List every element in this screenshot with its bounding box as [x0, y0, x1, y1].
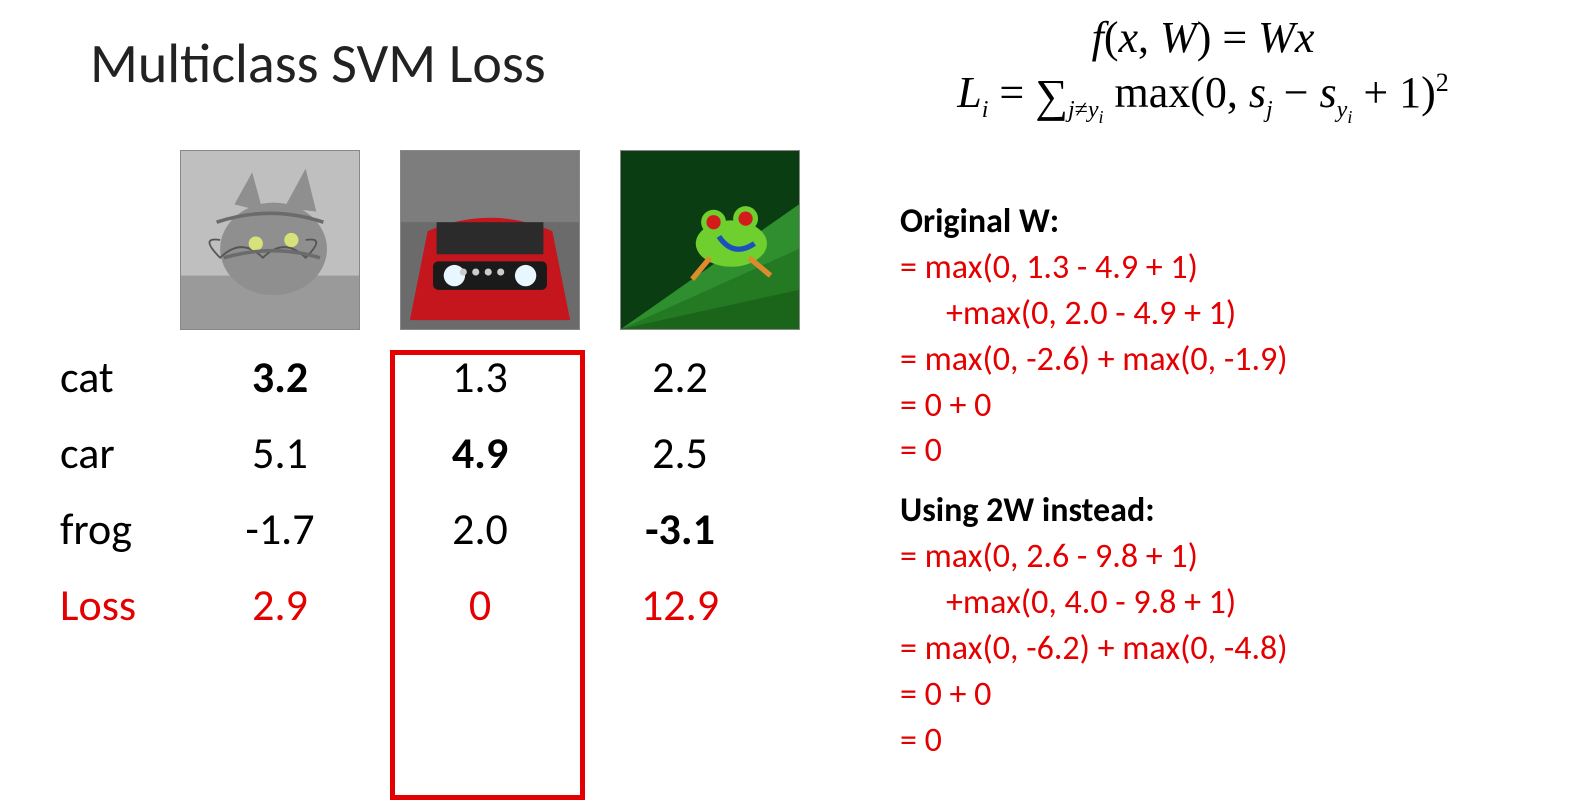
score-cell: -3.1	[580, 502, 780, 556]
car-image	[400, 150, 580, 330]
image-row	[180, 150, 860, 330]
calculation-block: Original W: = max(0, 1.3 - 4.9 + 1) +max…	[900, 195, 1540, 764]
score-cell: 5.1	[180, 426, 380, 480]
row-label-frog: frog	[60, 502, 180, 556]
calc-line: = max(0, -2.6) + max(0, -1.9)	[900, 337, 1540, 383]
score-cell: 2.5	[580, 426, 780, 480]
formula-line-2: Li = ∑j≠yi max(0, sj − syi + 1)2	[863, 65, 1543, 129]
calc-line: = max(0, 2.6 - 9.8 + 1)	[900, 534, 1540, 580]
calc-line: = 0 + 0	[900, 672, 1540, 718]
calc-heading-1: Original W:	[900, 199, 1540, 245]
calc-line: = 0	[900, 718, 1540, 764]
slide: Multiclass SVM Loss f(x, W) = Wx Li = ∑j…	[0, 0, 1573, 811]
loss-cell: 2.9	[180, 578, 380, 632]
calc-line: = 0	[900, 428, 1540, 474]
calc-line: +max(0, 4.0 - 9.8 + 1)	[900, 580, 1540, 626]
loss-label: Loss	[60, 578, 180, 632]
calc-line: +max(0, 2.0 - 4.9 + 1)	[900, 291, 1540, 337]
score-cell: -1.7	[180, 502, 380, 556]
row-label-car: car	[60, 426, 180, 480]
formula-line-1: f(x, W) = Wx	[863, 10, 1543, 65]
frog-image	[620, 150, 800, 330]
score-cell: 2.2	[580, 350, 780, 404]
score-cell: 3.2	[180, 350, 380, 404]
calc-line: = max(0, 1.3 - 4.9 + 1)	[900, 245, 1540, 291]
calc-line: = 0 + 0	[900, 383, 1540, 429]
row-label-cat: cat	[60, 350, 180, 404]
calc-heading-2: Using 2W instead:	[900, 488, 1540, 534]
loss-cell: 12.9	[580, 578, 780, 632]
cat-image	[180, 150, 360, 330]
slide-title: Multiclass SVM Loss	[90, 30, 546, 98]
highlight-box	[390, 350, 585, 800]
formula-block: f(x, W) = Wx Li = ∑j≠yi max(0, sj − syi …	[863, 10, 1543, 129]
calc-line: = max(0, -6.2) + max(0, -4.8)	[900, 626, 1540, 672]
